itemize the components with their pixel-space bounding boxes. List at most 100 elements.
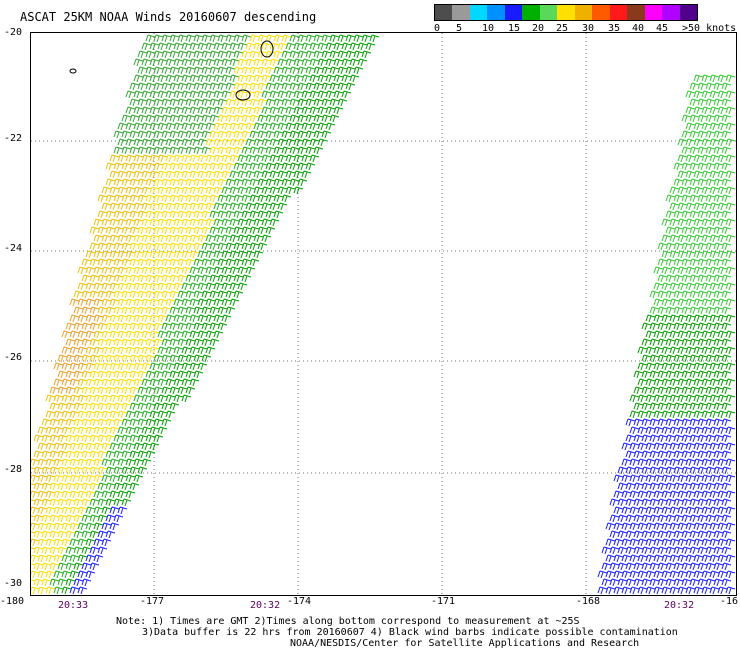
wind-barb <box>113 450 124 459</box>
wind-barb <box>145 226 156 235</box>
wind-barb <box>637 554 648 563</box>
wind-barb <box>321 66 332 75</box>
wind-barb <box>293 186 304 195</box>
wind-barb <box>93 490 104 499</box>
wind-barb <box>101 522 112 531</box>
wind-barb <box>165 202 176 211</box>
wind-barb <box>253 186 264 195</box>
wind-barb <box>633 450 644 459</box>
wind-barb <box>689 482 700 491</box>
wind-barb <box>637 538 648 547</box>
wind-barb <box>129 258 140 267</box>
wind-barb <box>725 266 736 275</box>
legend-swatch <box>574 5 593 20</box>
wind-barb <box>137 130 148 139</box>
wind-barb <box>193 34 204 43</box>
wind-barb <box>725 586 736 595</box>
wind-barb <box>165 314 176 323</box>
wind-barb <box>709 394 720 403</box>
wind-barb <box>153 210 164 219</box>
wind-barb <box>693 202 704 211</box>
wind-barb <box>681 258 692 267</box>
wind-barb <box>229 122 240 131</box>
wind-barb <box>137 178 148 187</box>
wind-barb <box>273 66 284 75</box>
wind-barb <box>345 50 356 59</box>
wind-barb <box>149 122 160 131</box>
wind-barb <box>189 90 200 99</box>
wind-barb <box>193 82 204 91</box>
wind-barb <box>105 530 116 539</box>
wind-barb <box>609 546 620 555</box>
wind-barb <box>157 106 168 115</box>
wind-barb <box>689 178 700 187</box>
wind-barb <box>121 402 132 411</box>
wind-barb <box>181 266 192 275</box>
wind-barb <box>89 418 100 427</box>
wind-barb <box>713 322 724 331</box>
wind-barb <box>109 474 120 483</box>
wind-barb <box>229 266 240 275</box>
wind-barb <box>681 546 692 555</box>
wind-barb <box>65 370 76 379</box>
wind-barb <box>193 50 204 59</box>
wind-barb <box>689 530 700 539</box>
wind-barb <box>69 586 80 595</box>
wind-barb <box>85 394 96 403</box>
wind-barb <box>313 114 324 123</box>
wind-barb <box>81 290 92 299</box>
wind-barb <box>201 98 212 107</box>
legend-label: 35 <box>608 23 621 34</box>
wind-barb <box>709 250 720 259</box>
wind-barb <box>209 50 220 59</box>
wind-barb <box>61 394 72 403</box>
wind-barb <box>341 42 352 51</box>
wind-barb <box>701 202 712 211</box>
wind-barb <box>133 218 144 227</box>
wind-barb <box>693 346 704 355</box>
wind-barb <box>145 370 156 379</box>
wind-barb <box>697 162 708 171</box>
wind-barb <box>669 346 680 355</box>
wind-barb <box>157 234 168 243</box>
wind-barb <box>645 570 656 579</box>
wind-barb <box>665 226 676 235</box>
wind-barb <box>133 362 144 371</box>
wind-barb <box>209 146 220 155</box>
wind-barb <box>105 306 116 315</box>
wind-barb <box>725 570 736 579</box>
wind-barb <box>141 170 152 179</box>
wind-barb <box>81 562 92 571</box>
wind-barb <box>661 234 672 243</box>
wind-barb <box>289 146 300 155</box>
wind-barb <box>273 114 284 123</box>
wind-barb <box>193 354 204 363</box>
wind-barb <box>145 162 156 171</box>
wind-barb <box>209 242 220 251</box>
wind-barb <box>125 154 136 163</box>
wind-barb <box>237 202 248 211</box>
wind-barb <box>185 82 196 91</box>
wind-barb <box>721 194 732 203</box>
wind-barb <box>293 74 304 83</box>
wind-barb <box>117 250 128 259</box>
wind-barb <box>245 170 256 179</box>
wind-barb <box>213 282 224 291</box>
wind-barb <box>649 514 660 523</box>
wind-barb <box>597 586 608 595</box>
wind-barb <box>161 402 172 411</box>
wind-barb <box>53 426 64 435</box>
wind-barb <box>701 218 712 227</box>
wind-barb <box>65 322 76 331</box>
wind-barb <box>637 410 648 419</box>
wind-barb <box>249 130 260 139</box>
wind-barb <box>673 370 684 379</box>
wind-barb <box>137 226 148 235</box>
wind-barb <box>721 530 732 539</box>
wind-barb <box>61 346 72 355</box>
wind-barb <box>185 226 196 235</box>
wind-barb <box>77 282 88 291</box>
wind-barb <box>297 178 308 187</box>
wind-barb <box>645 506 656 515</box>
wind-barb <box>137 402 148 411</box>
